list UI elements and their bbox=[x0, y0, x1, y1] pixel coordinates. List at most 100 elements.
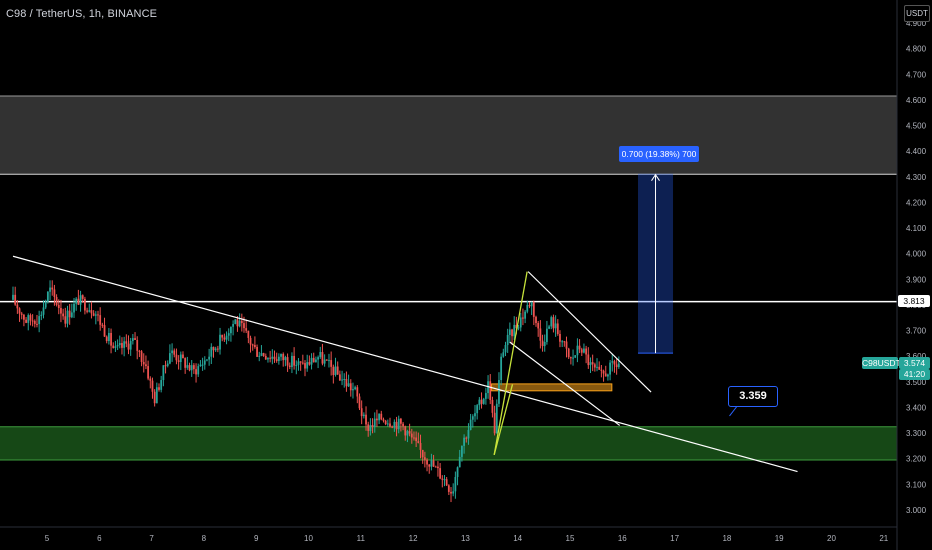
candle-body bbox=[286, 357, 289, 366]
candle-body bbox=[417, 441, 420, 443]
candle-body bbox=[567, 348, 570, 358]
candle-body bbox=[441, 478, 444, 480]
candle-body bbox=[145, 364, 147, 367]
x-axis-tick-label: 20 bbox=[827, 534, 836, 543]
candle-body bbox=[188, 365, 191, 371]
candle-body bbox=[519, 317, 522, 328]
candle-body bbox=[60, 308, 62, 314]
x-axis-tick-label: 12 bbox=[409, 534, 418, 543]
candle-body bbox=[223, 337, 226, 340]
candle-body bbox=[456, 467, 459, 477]
candle-body bbox=[480, 399, 483, 404]
y-axis-tick-label: 3.000 bbox=[906, 506, 927, 515]
candle-body bbox=[354, 387, 357, 390]
candle-body bbox=[445, 479, 448, 486]
currency-selector[interactable]: USDT bbox=[904, 5, 930, 22]
candle-body bbox=[500, 356, 503, 381]
candle-body bbox=[121, 343, 123, 348]
candle-body bbox=[380, 413, 383, 420]
candle-body bbox=[498, 380, 500, 404]
candle-body bbox=[413, 437, 415, 439]
candle-body bbox=[580, 349, 583, 353]
candle-body bbox=[55, 297, 58, 306]
candle-body bbox=[336, 366, 339, 375]
x-axis-tick-label: 17 bbox=[670, 534, 679, 543]
candle-body bbox=[328, 360, 330, 362]
candle-body bbox=[253, 345, 256, 348]
candle-body bbox=[332, 366, 335, 376]
candle-body bbox=[155, 387, 158, 404]
candle-body bbox=[206, 359, 208, 361]
candle-body bbox=[46, 291, 49, 302]
target-callout[interactable]: 3.359 bbox=[728, 386, 778, 407]
candle-body bbox=[221, 334, 224, 338]
candle-body bbox=[434, 466, 437, 468]
candle-body bbox=[62, 313, 65, 317]
candle-body bbox=[539, 328, 542, 341]
y-axis-tick-label: 3.300 bbox=[906, 429, 927, 438]
candle-body bbox=[269, 357, 272, 359]
y-axis-tick-label: 3.900 bbox=[906, 275, 927, 284]
trendline-impulse-up bbox=[493, 271, 528, 456]
candle-body bbox=[428, 464, 431, 467]
x-axis-tick-label: 10 bbox=[304, 534, 313, 543]
y-axis-tick-label: 4.700 bbox=[906, 70, 927, 79]
candle-body bbox=[463, 437, 465, 446]
candle-body bbox=[360, 408, 363, 417]
candle-body bbox=[293, 355, 296, 366]
support-zone bbox=[0, 426, 897, 461]
candle-body bbox=[260, 353, 263, 356]
candle-body bbox=[454, 476, 457, 492]
candle-body bbox=[356, 387, 359, 397]
candle-body bbox=[251, 344, 254, 346]
candle-body bbox=[554, 323, 557, 329]
y-axis-tick-label: 4.600 bbox=[906, 96, 927, 105]
level-price-tag: 3.813 bbox=[898, 295, 930, 307]
candle-body bbox=[563, 341, 566, 343]
candle-body bbox=[465, 437, 468, 439]
candle-body bbox=[258, 355, 261, 357]
candle-body bbox=[105, 336, 108, 342]
candle-body bbox=[458, 456, 461, 468]
candle-body bbox=[90, 310, 93, 314]
candle-body bbox=[33, 320, 36, 324]
candle-body bbox=[75, 298, 78, 304]
candle-body bbox=[77, 298, 80, 305]
candle-body bbox=[532, 302, 535, 317]
candle-body bbox=[452, 491, 455, 494]
y-axis-tick-label: 4.300 bbox=[906, 173, 927, 182]
candle-body bbox=[36, 323, 38, 325]
candle-body bbox=[526, 305, 529, 312]
y-axis-tick-label: 4.500 bbox=[906, 122, 927, 131]
candle-body bbox=[267, 357, 269, 360]
candle-body bbox=[125, 341, 128, 344]
candle-body bbox=[57, 305, 60, 309]
candle-body bbox=[140, 351, 143, 362]
candle-body bbox=[537, 322, 540, 329]
candle-body bbox=[569, 357, 572, 359]
candle-body bbox=[129, 340, 132, 350]
candle-body bbox=[44, 301, 47, 308]
candle-body bbox=[508, 329, 511, 335]
symbol-price-tag: C98USDT bbox=[862, 357, 901, 369]
candle-body bbox=[576, 345, 579, 356]
candle-body bbox=[369, 425, 372, 431]
candle-body bbox=[247, 330, 250, 338]
candle-body bbox=[201, 364, 204, 366]
candle-body bbox=[321, 352, 324, 364]
candle-body bbox=[79, 295, 82, 305]
candle-body bbox=[447, 485, 450, 492]
candle-body bbox=[101, 324, 104, 326]
trendline-impulse-diag bbox=[493, 384, 514, 456]
candle-body bbox=[469, 419, 472, 430]
candle-body bbox=[325, 359, 328, 361]
candle-body bbox=[282, 353, 285, 361]
candle-body bbox=[476, 405, 479, 414]
candle-body bbox=[450, 491, 452, 494]
candle-body bbox=[288, 365, 291, 367]
x-axis-tick-label: 21 bbox=[879, 534, 888, 543]
candle-body bbox=[587, 354, 590, 366]
candle-body bbox=[256, 347, 258, 357]
candle-body bbox=[615, 364, 618, 368]
